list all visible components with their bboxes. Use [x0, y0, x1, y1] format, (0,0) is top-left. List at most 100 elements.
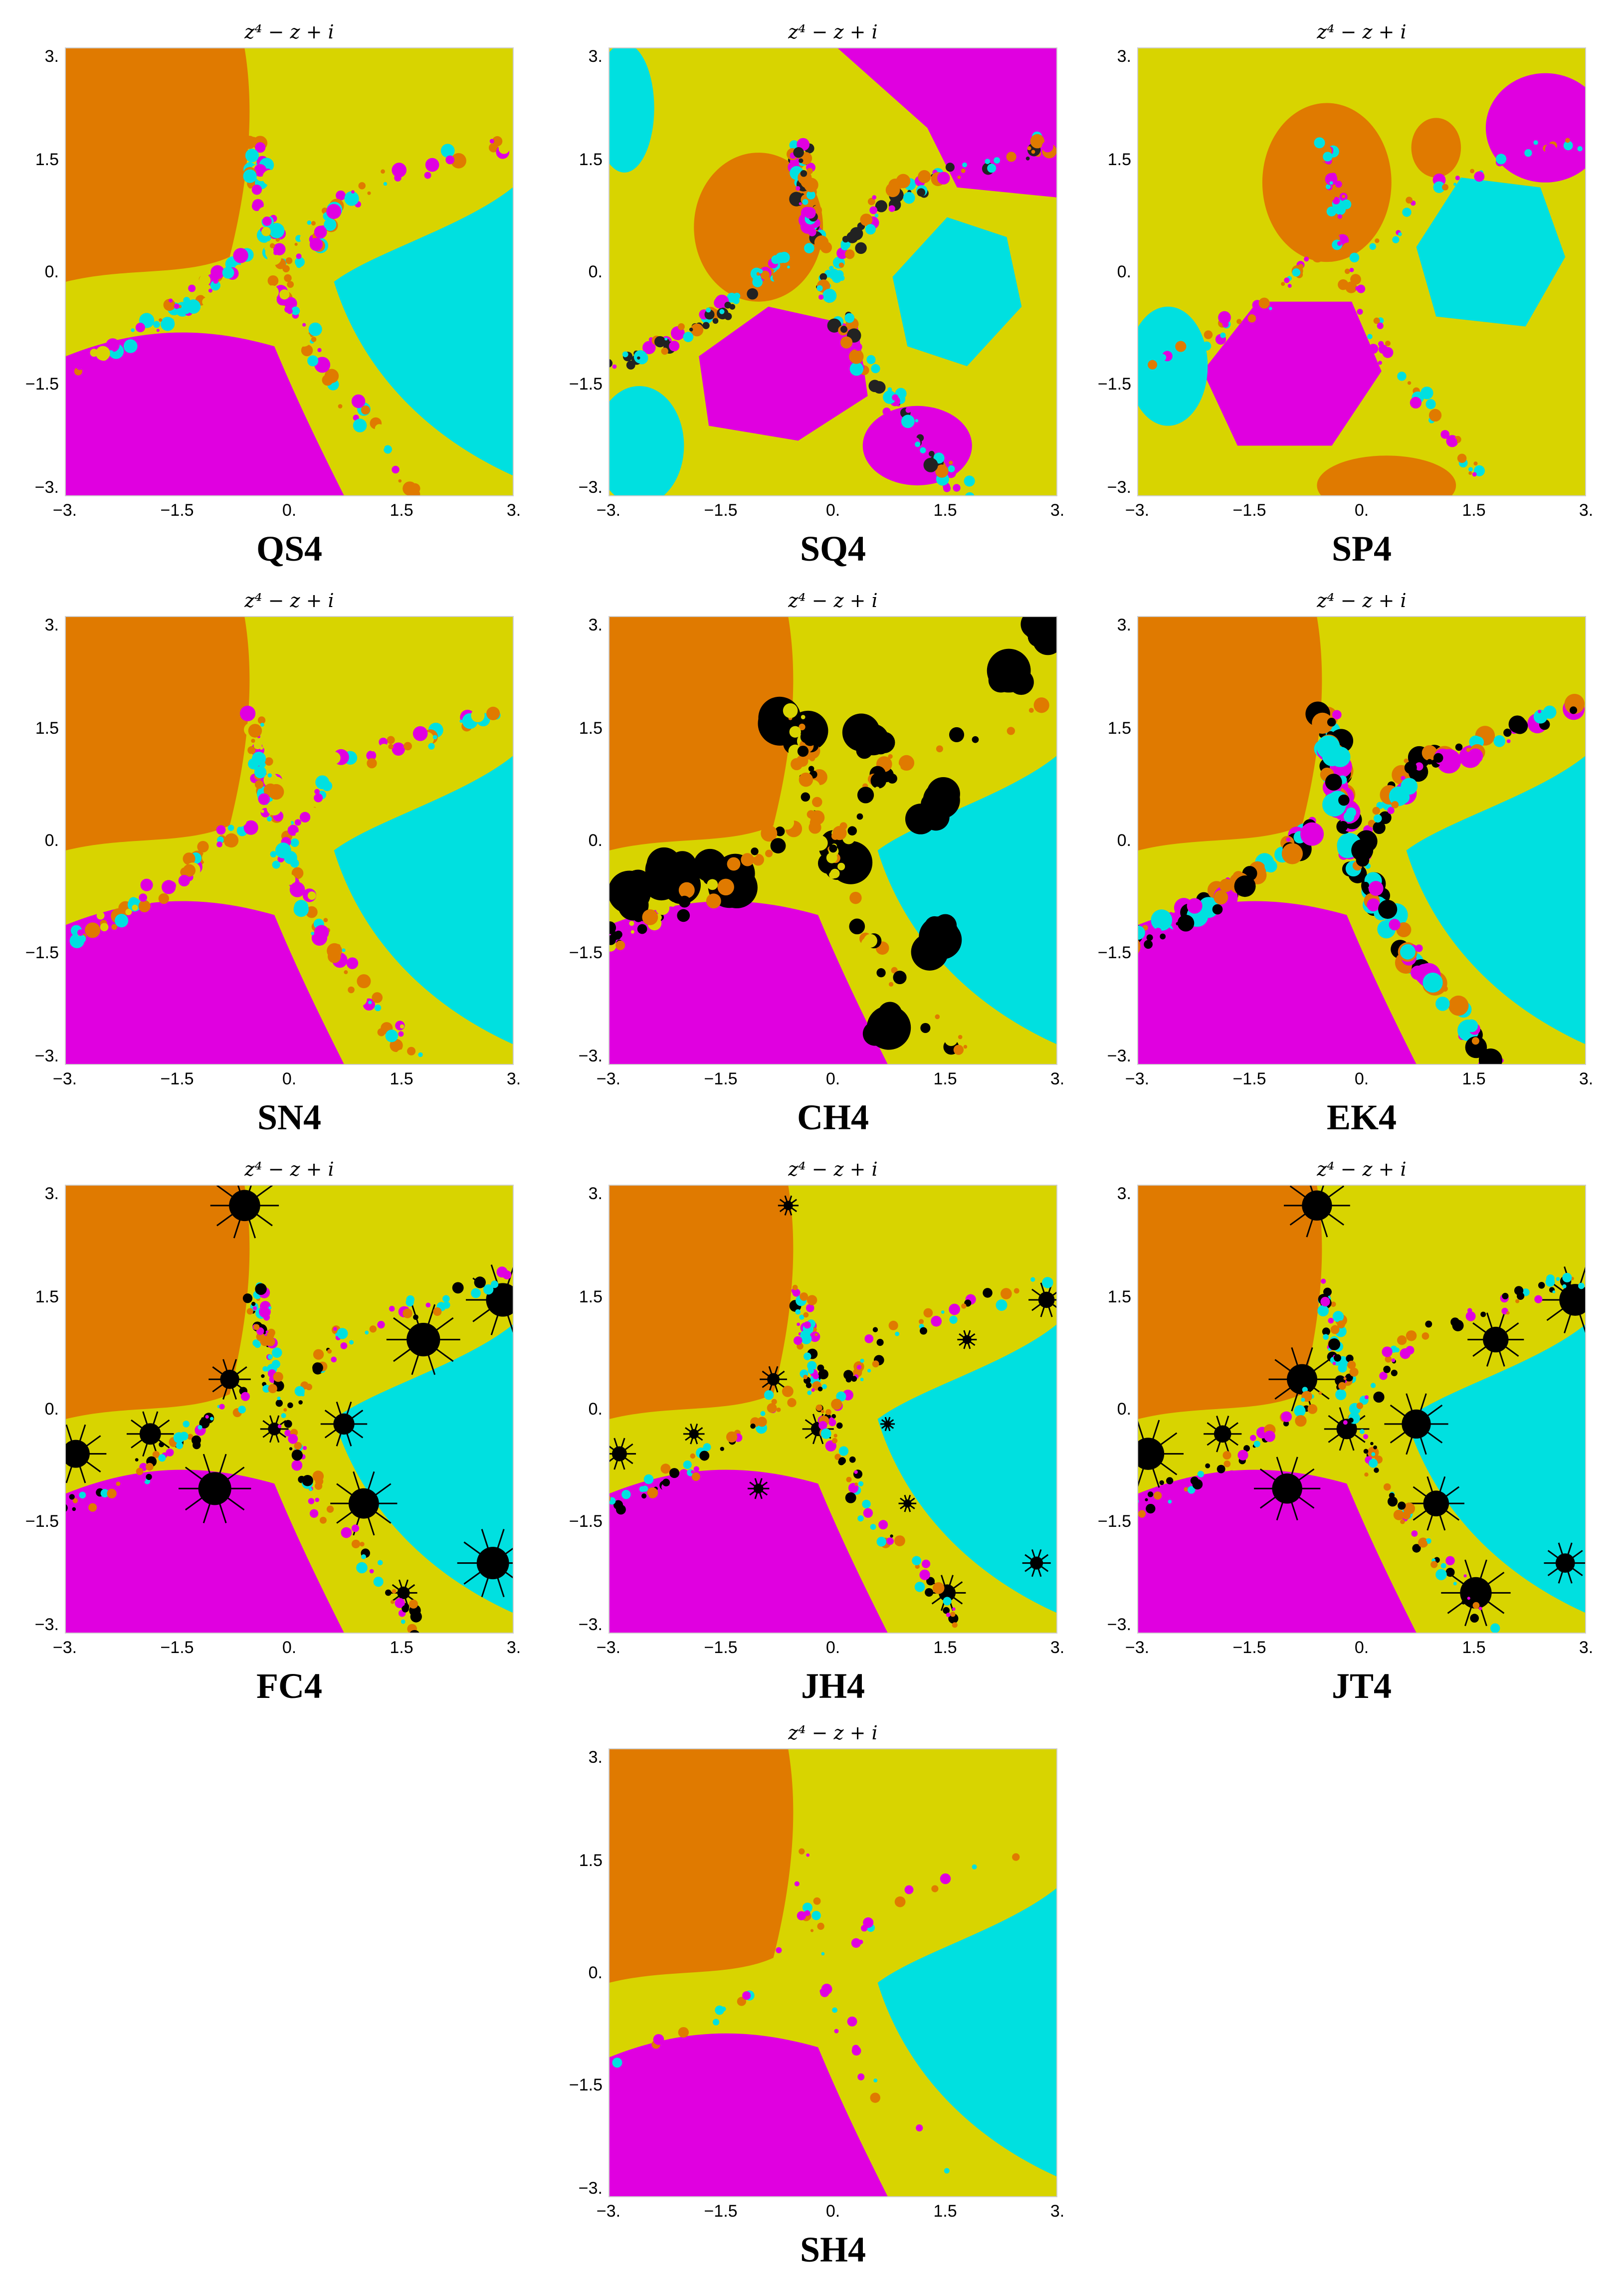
basin-boundary-mark — [1534, 1295, 1543, 1303]
basin-boundary-mark — [307, 891, 316, 900]
basin-boundary-mark — [1222, 1451, 1231, 1460]
basin-boundary-mark — [296, 253, 302, 259]
basin-boundary-mark — [1368, 881, 1384, 896]
basin-boundary-mark — [1344, 268, 1350, 274]
basin-boundary-mark — [826, 852, 837, 863]
basin-boundary-mark — [637, 356, 640, 360]
basin-boundary-mark — [308, 1498, 315, 1504]
panel-sn4: z⁴ − z + i 3. 1.5 0. −1.5 −3. −3. −1.5 0. 1.5 3. SN… — [20, 589, 521, 1155]
basin-boundary-mark — [392, 1589, 397, 1594]
plot-title: z⁴ − z + i — [788, 21, 878, 43]
method-label: EK4 — [1326, 1097, 1397, 1137]
basin-boundary-mark — [246, 1308, 253, 1315]
basin-boundary-mark — [1343, 1420, 1348, 1425]
basin-boundary-mark — [287, 825, 299, 836]
basin-boundary-mark — [272, 1347, 282, 1358]
basin-boundary-mark — [846, 231, 858, 243]
basin-boundary-mark — [915, 441, 921, 447]
basin-boundary-mark — [1304, 256, 1309, 262]
basin-boundary-mark — [846, 1476, 852, 1482]
basin-boundary-mark — [1428, 409, 1442, 422]
basin-boundary-mark — [291, 1459, 303, 1471]
basin-boundary-mark — [834, 1454, 841, 1460]
basin-boundary-mark — [849, 349, 864, 364]
basin-boundary-mark — [238, 1406, 246, 1414]
basin-boundary-mark — [957, 176, 961, 179]
basin-boundary-mark — [932, 751, 938, 757]
basin-boundary-mark — [243, 820, 258, 835]
basin-boundary-mark — [1453, 1582, 1457, 1586]
basin-boundary-mark — [1362, 881, 1369, 889]
y-tick-label: −1.5 — [25, 1512, 59, 1531]
basin-boundary-mark — [821, 1384, 827, 1389]
basin-boundary-mark — [333, 1327, 337, 1331]
basin-boundary-mark — [792, 728, 797, 733]
basin-boundary-mark — [294, 900, 309, 914]
basin-boundary-mark — [712, 2019, 720, 2026]
flower-center — [689, 1429, 699, 1439]
basin-boundary-mark — [797, 1911, 807, 1920]
basin-boundary-mark — [1385, 1356, 1392, 1363]
basin-boundary-mark — [707, 879, 718, 890]
basin-boundary-mark — [242, 136, 256, 149]
basin-boundary-mark — [1197, 1470, 1204, 1477]
basin-boundary-mark — [358, 182, 366, 190]
basin-boundary-mark — [367, 758, 377, 769]
basin-boundary-mark — [870, 1524, 876, 1530]
basin-boundary-mark — [125, 908, 132, 915]
basin-boundary-mark — [661, 347, 668, 355]
basin-boundary-mark — [836, 1391, 846, 1402]
basin-boundary-mark — [357, 974, 371, 989]
basin-boundary-mark — [344, 970, 348, 975]
basin-boundary-mark — [863, 1508, 873, 1518]
basin-boundary-mark — [369, 1325, 377, 1333]
basin-boundary-mark — [669, 341, 680, 352]
basin-boundary-mark — [806, 1304, 814, 1312]
basin-boundary-mark — [1303, 252, 1307, 257]
basin-boundary-mark — [845, 249, 855, 259]
basin-boundary-mark — [385, 185, 398, 198]
basin-boundary-mark — [810, 738, 814, 742]
basin-boundary-mark — [296, 332, 311, 347]
basin-boundary-mark — [888, 982, 894, 987]
basin-boundary-mark — [677, 323, 685, 330]
basin-boundary-mark — [1378, 899, 1398, 919]
x-tick-label: 1.5 — [933, 501, 957, 520]
basin-boundary-mark — [932, 1582, 945, 1594]
basin-boundary-mark — [714, 297, 725, 309]
magenta-basin — [1203, 301, 1382, 446]
basin-boundary-mark — [1268, 307, 1272, 310]
basin-boundary-mark — [1202, 341, 1212, 351]
basin-boundary-mark — [693, 1466, 699, 1472]
basin-boundary-mark — [335, 1333, 338, 1336]
cyan-basin — [1406, 756, 1585, 1044]
basin-boundary-mark — [260, 810, 264, 813]
basin-boundary-mark — [294, 819, 301, 826]
basin-boundary-mark — [630, 930, 634, 934]
basin-boundary-mark — [1372, 807, 1380, 815]
flower-center — [1460, 1577, 1492, 1609]
basin-boundary-mark — [264, 748, 277, 761]
basin-boundary-mark — [753, 276, 761, 284]
basin-boundary-mark — [1383, 1483, 1391, 1491]
x-tick-label: −3. — [1125, 1069, 1150, 1088]
y-tick-label: 0. — [588, 262, 603, 281]
basin-boundary-mark — [145, 1462, 154, 1471]
basin-boundary-mark — [375, 424, 384, 433]
x-tick-label: 0. — [282, 1638, 297, 1657]
basin-boundary-mark — [136, 1467, 144, 1475]
basin-image — [66, 1186, 513, 1633]
basin-boundary-mark — [803, 1312, 809, 1318]
basin-boundary-mark — [114, 914, 129, 928]
basin-boundary-mark — [1421, 745, 1437, 761]
basin-boundary-mark — [1506, 739, 1511, 743]
basin-boundary-mark — [202, 851, 214, 864]
basin-boundary-mark — [1325, 184, 1331, 190]
basin-boundary-mark — [1148, 360, 1158, 370]
flower-center — [198, 1472, 231, 1505]
basin-boundary-mark — [912, 429, 916, 434]
basin-boundary-mark — [1465, 1311, 1476, 1321]
basin-boundary-mark — [1383, 1365, 1391, 1373]
basin-boundary-mark — [317, 348, 322, 352]
y-tick-label: 1.5 — [35, 1287, 59, 1306]
